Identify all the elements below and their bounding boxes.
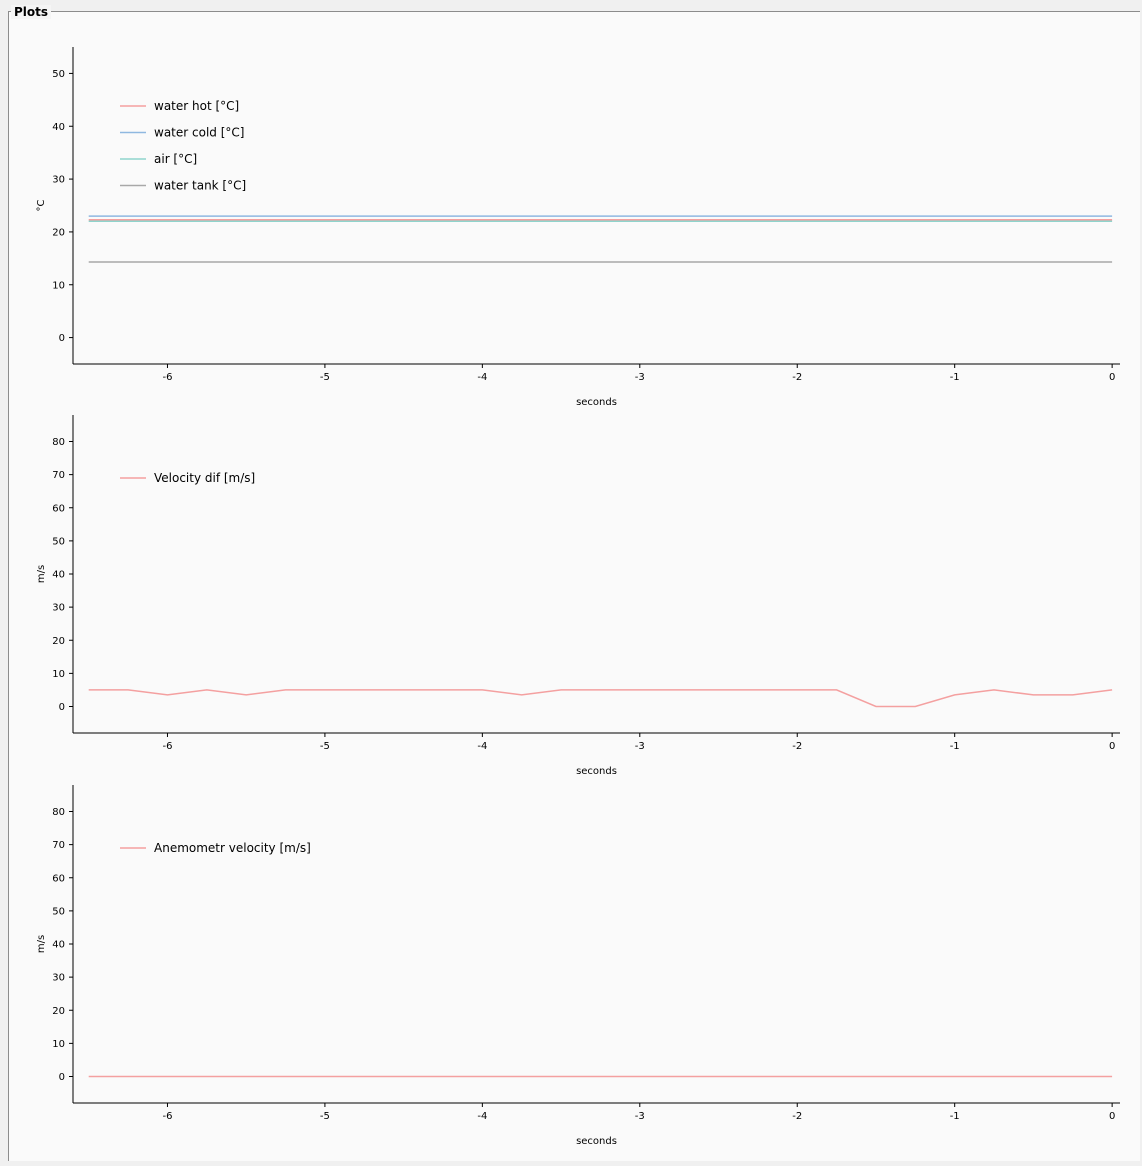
x-tick-label: -3 [635, 372, 645, 383]
y-axis-label: °C [36, 199, 47, 211]
legend-label: Anemometr velocity [m/s] [154, 841, 311, 855]
x-tick-label: 0 [1109, 1111, 1115, 1122]
series-line [88, 689, 1113, 708]
y-tick-label: 40 [52, 570, 65, 581]
y-tick-label: 0 [59, 333, 65, 344]
y-tick-label: 10 [52, 280, 65, 291]
y-tick-label: 10 [52, 669, 65, 680]
x-tick-label: -1 [950, 372, 960, 383]
y-tick-label: 60 [52, 503, 65, 514]
x-tick-label: -6 [162, 741, 172, 752]
x-axis-label: seconds [576, 397, 617, 408]
x-tick-label: -1 [950, 1111, 960, 1122]
y-tick-label: 30 [52, 175, 65, 186]
y-tick-label: 70 [52, 470, 65, 481]
legend-label: Velocity dif [m/s] [154, 471, 255, 485]
y-tick-label: 0 [59, 1072, 65, 1083]
anemometer-plot: 0 10 20 30 40 50 60 70 80 -6 -5 -4 -3 -2 -1 0 seconds m/s… [36, 785, 1120, 1147]
y-tick-label: 30 [52, 973, 65, 984]
groupbox-title: Plots [11, 5, 52, 19]
y-tick-label: 0 [59, 702, 65, 713]
x-tick-label: -5 [320, 1111, 330, 1122]
x-tick-label: -6 [162, 1111, 172, 1122]
x-tick-label: 0 [1109, 741, 1115, 752]
legend-label: air [°C] [154, 152, 197, 166]
y-tick-label: 80 [52, 807, 65, 818]
x-tick-label: -4 [477, 741, 487, 752]
x-tick-label: -6 [162, 372, 172, 383]
y-tick-label: 30 [52, 603, 65, 614]
y-tick-label: 70 [52, 840, 65, 851]
x-tick-label: -3 [635, 1111, 645, 1122]
velocity-dif-plot: 0 10 20 30 40 50 60 70 80 -6 -5 -4 -3 -2 -1 0 seconds m/s… [36, 415, 1120, 777]
x-tick-label: -3 [635, 741, 645, 752]
y-tick-label: 20 [52, 1006, 65, 1017]
y-tick-label: 60 [52, 873, 65, 884]
y-tick-label: 50 [52, 69, 65, 80]
temperature-plot: 0 10 20 30 40 50 -6 -5 -4 -3 -2 -1 0 seconds °C water h… [36, 47, 1120, 408]
y-tick-label: 10 [52, 1039, 65, 1050]
y-tick-label: 20 [52, 636, 65, 647]
x-tick-label: -2 [792, 741, 802, 752]
x-tick-label: -5 [320, 372, 330, 383]
y-axis-label: m/s [36, 565, 47, 583]
x-axis-label: seconds [576, 1136, 617, 1147]
x-axis-label: seconds [576, 766, 617, 777]
y-tick-label: 40 [52, 940, 65, 951]
x-tick-label: -4 [477, 1111, 487, 1122]
x-tick-label: -2 [792, 1111, 802, 1122]
x-tick-label: -1 [950, 741, 960, 752]
legend-label: water tank [°C] [154, 179, 246, 193]
y-tick-label: 80 [52, 437, 65, 448]
x-tick-label: -2 [792, 372, 802, 383]
y-axis-label: m/s [36, 935, 47, 953]
x-tick-label: 0 [1109, 372, 1115, 383]
y-tick-label: 20 [52, 227, 65, 238]
y-tick-label: 50 [52, 906, 65, 917]
x-tick-label: -5 [320, 741, 330, 752]
y-tick-label: 40 [52, 122, 65, 133]
legend-label: water cold [°C] [154, 126, 244, 140]
x-tick-label: -4 [477, 372, 487, 383]
y-tick-label: 50 [52, 536, 65, 547]
plots-groupbox [8, 11, 1140, 1161]
legend-label: water hot [°C] [154, 99, 239, 113]
